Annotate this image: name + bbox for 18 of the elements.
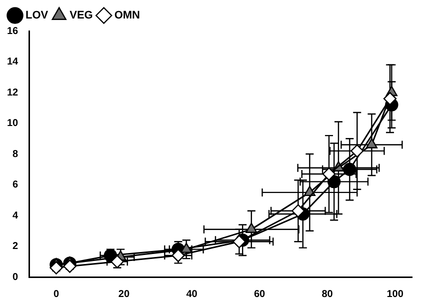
x-tick-label: 80 [322,288,334,300]
y-tick-label: 4 [12,210,19,222]
y-tick-label: 16 [7,26,19,37]
y-tick-label: 2 [12,241,19,252]
legend-label: VEG [70,10,93,22]
x-tick-label: 0 [53,288,60,300]
y-tick-label: 14 [7,56,19,68]
x-tick-label: 100 [386,288,404,300]
x-tick-label: 40 [186,288,198,300]
legend-label: OMN [114,10,140,22]
y-tick-label: 10 [7,118,19,129]
y-tick-label: 0 [12,272,19,283]
x-tick-label: 60 [254,288,266,300]
y-tick-label: 6 [12,180,19,190]
y-tick-label: 12 [7,87,19,98]
y-tick-label: 8 [12,148,19,160]
x-tick-label: 20 [118,288,130,300]
legend-label: LOV [26,10,49,22]
